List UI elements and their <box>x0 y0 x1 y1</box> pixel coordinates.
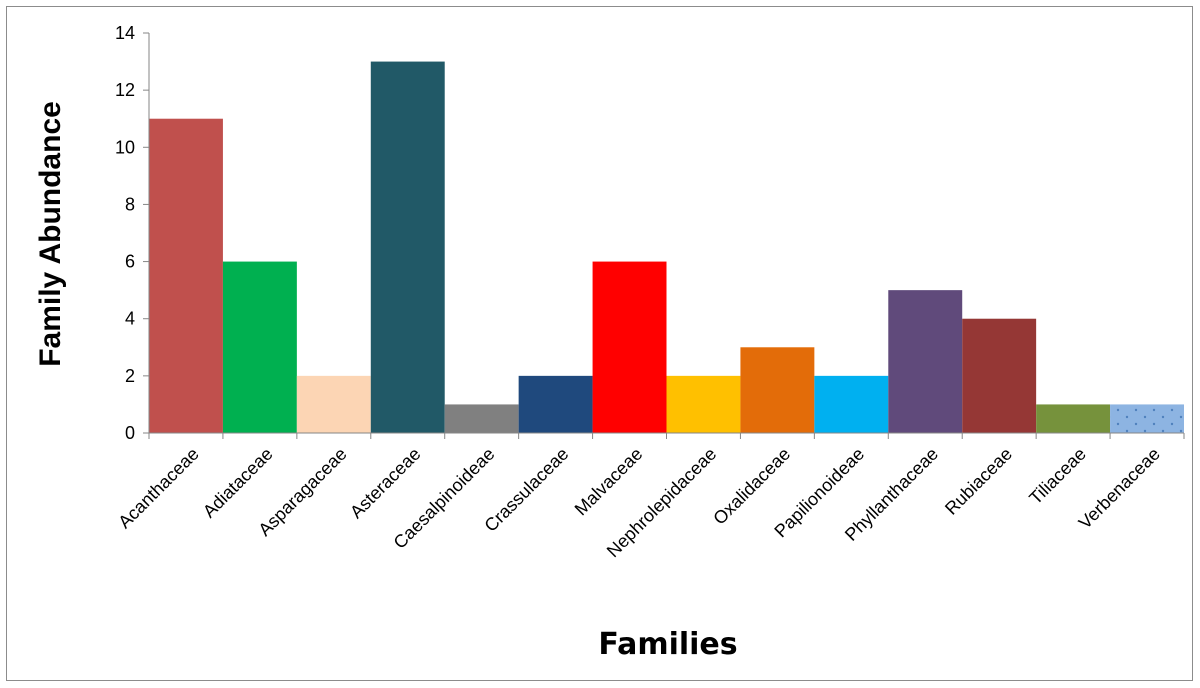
y-tick-label: 12 <box>115 80 135 100</box>
bar-nephrolepidaceae <box>666 375 741 433</box>
bar-asparagaceae <box>296 375 371 433</box>
y-tick-label: 10 <box>115 137 135 157</box>
bar-chart: 0 2 4 6 8 10 12 14 AcanthaceaeAdiataceaeAsparag… <box>34 23 1185 662</box>
bar-rubiaceae <box>962 318 1037 433</box>
y-axis: 0 2 4 6 8 10 12 14 <box>115 23 150 443</box>
bar-verbenaceae <box>1110 404 1184 433</box>
x-tick-label: Acanthaceae <box>114 444 202 532</box>
y-tick-label: 14 <box>115 23 135 43</box>
x-tick-label: Rubiaceae <box>941 444 1016 519</box>
bar-adiataceae <box>222 261 297 433</box>
bar-acanthaceae <box>149 118 223 433</box>
bar-phyllanthaceae <box>888 290 963 433</box>
bar-malvaceae <box>592 261 667 433</box>
bar-tiliaceae <box>1036 404 1111 433</box>
bar-caesalpinoideae <box>444 404 519 433</box>
bar-asteraceae <box>370 61 445 433</box>
x-tick-label: Tiliaceae <box>1025 444 1090 509</box>
y-tick-label: 4 <box>125 309 135 329</box>
y-tick-label: 6 <box>125 252 135 272</box>
chart-frame: 0 2 4 6 8 10 12 14 Acanthaceae Adiataceae Asparag… <box>6 6 1193 681</box>
bar-papilionoideae <box>814 375 889 433</box>
x-axis-title: Families <box>598 627 737 662</box>
x-tick-label: Asteraceae <box>346 444 425 523</box>
y-axis-title: Family Abundance <box>34 101 67 367</box>
y-tick-label: 8 <box>125 194 135 214</box>
y-tick-label: 2 <box>125 366 135 386</box>
x-tick-label: Adiataceae <box>199 444 277 522</box>
bar-crassulaceae <box>518 375 593 433</box>
x-axis: AcanthaceaeAdiataceaeAsparagaceaeAsterac… <box>114 432 1185 561</box>
bars-group <box>149 61 1184 433</box>
x-tick-label: Malvaceae <box>571 444 647 520</box>
bar-oxalidaceae <box>740 347 815 433</box>
y-tick-label: 0 <box>125 423 135 443</box>
